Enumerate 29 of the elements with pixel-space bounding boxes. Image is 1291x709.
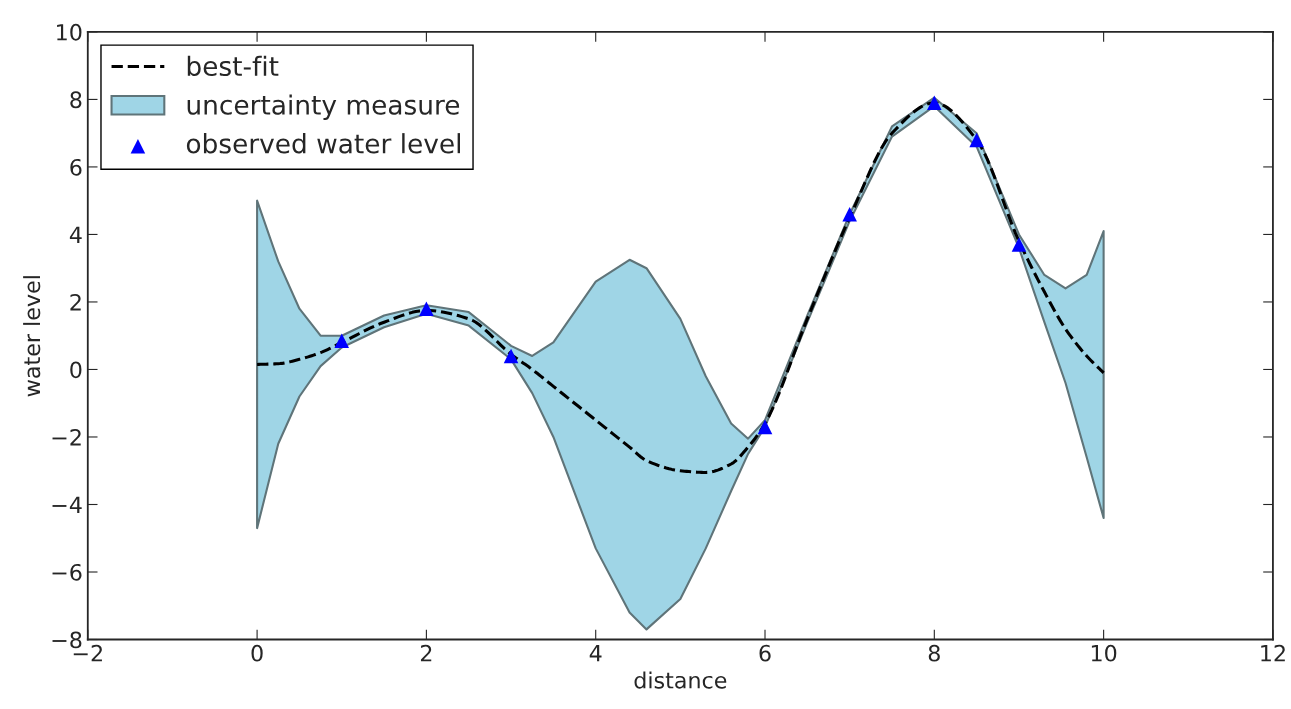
x-tick-label: 10 [1091, 644, 1117, 662]
y-tick-label: −4 [52, 496, 82, 513]
point [419, 301, 434, 316]
y-tick-label: 4 [69, 226, 82, 243]
y-axis-title: water level [23, 276, 41, 397]
x-tick-label: 2 [420, 644, 432, 662]
point [334, 333, 350, 349]
y-tick-label: 2 [70, 293, 81, 311]
point [842, 206, 857, 222]
x-axis-title: distance [634, 671, 727, 689]
point [969, 132, 984, 148]
y-tick-label: 6 [70, 158, 82, 176]
x-tick-label: 12 [1261, 644, 1285, 662]
y-tick-label: 10 [57, 23, 82, 41]
y-tick-label: 8 [70, 91, 82, 109]
y-tick-label: 0 [70, 361, 82, 379]
legend-label: best-fit [187, 55, 279, 77]
x-tick-label: 8 [928, 644, 940, 662]
x-tick-label: 6 [759, 644, 771, 662]
x-tick-label: 0 [251, 644, 263, 662]
legend-label: observed water level [186, 133, 460, 154]
point [757, 419, 773, 435]
legend-label: uncertainty measure [187, 94, 460, 120]
y-tick-label: −6 [52, 563, 82, 581]
point [1011, 237, 1027, 252]
y-tick-label: −2 [52, 428, 81, 446]
x-tick-label: 4 [589, 645, 602, 662]
point [503, 348, 519, 364]
point [927, 95, 942, 111]
